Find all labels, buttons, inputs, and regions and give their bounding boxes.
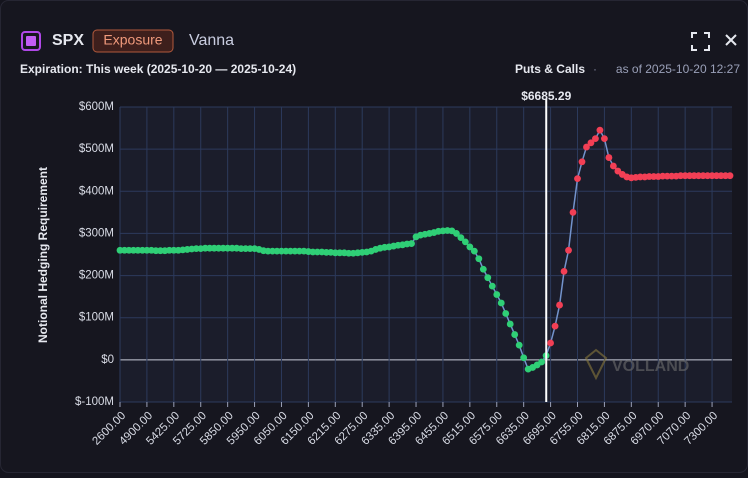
close-icon[interactable] [725,34,737,46]
y-tick-label: $500M [79,143,114,155]
data-point [457,234,465,242]
y-tick-label: $300M [79,227,114,239]
data-point [484,274,492,282]
greek: Vanna [189,32,234,49]
data-point [609,162,617,170]
data-point [497,299,505,307]
data-point [556,301,563,309]
data-point [560,267,568,275]
data-point [601,135,608,143]
y-tick-label: $200M [79,270,114,282]
data-point [479,265,487,273]
data-point [515,341,523,349]
y-tick-label: $0 [101,354,114,366]
badge[interactable] [92,29,174,53]
symbol-icon-fill [26,36,36,46]
data-point [574,175,581,183]
symbol-icon [21,31,41,51]
data-point [511,331,519,338]
data-point [547,339,554,347]
y-tick-label: $400M [79,185,114,197]
y-tick-label: $100M [79,312,114,324]
data-point [605,154,613,161]
data-point [461,238,469,246]
separator: · [593,62,597,76]
spot-label: $6685.29 [521,89,571,103]
data-point [583,143,590,151]
data-point [470,247,478,255]
data-point [569,208,577,216]
y-tick-label: $-100M [75,396,114,408]
data-point [475,255,483,263]
data-point [493,291,501,298]
expiration: Expiration: This week (2025-10-20 — 2025… [20,62,296,76]
data-point [452,230,460,237]
as-of: as of 2025-10-20 12:27 [616,62,740,76]
watermark-logo [584,348,608,381]
data-point [578,158,586,166]
badge-text[interactable]: Exposure [103,32,162,48]
y-tick-label: $600M [79,101,114,113]
filter[interactable]: Puts & Calls [515,62,585,76]
data-point [506,320,514,328]
data-point [551,322,559,330]
data-point [466,243,474,251]
data-point [565,246,572,254]
fullscreen-icon[interactable] [691,32,710,51]
data-point [502,310,510,317]
data-point [520,354,528,362]
data-point [587,139,595,147]
symbol: SPX [52,32,84,49]
data-point [488,282,496,290]
data-point [408,240,415,247]
data-point [538,358,546,366]
plot-area [120,107,732,402]
y-axis-title: Notional Hedging Requirement [36,167,50,343]
watermark: VOLLAND [612,358,689,375]
data-point [596,126,604,134]
data-point [592,135,599,143]
data-point [726,172,734,180]
